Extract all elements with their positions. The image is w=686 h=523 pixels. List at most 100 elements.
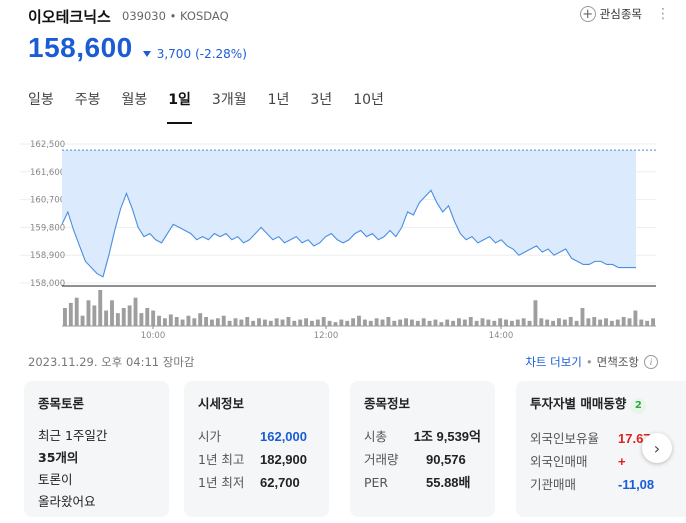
more-vertical-icon[interactable]: ⋮ — [656, 6, 670, 22]
investor-badge: 2 — [630, 398, 647, 414]
volume-bar — [268, 320, 273, 326]
stock-info-title: 종목정보 — [364, 396, 411, 411]
volume-bar — [368, 320, 373, 326]
volume-bar — [115, 313, 120, 326]
volume-bar — [421, 318, 426, 326]
discussion-count: 35개의 — [38, 450, 79, 465]
volume-bar — [310, 320, 314, 326]
tab-3year[interactable]: 3년 — [310, 92, 333, 108]
y-tick-label: 158,000 — [30, 279, 65, 289]
stock-header: 이오테크닉스 039030 • KOSDAQ + 관심종목 ⋮ — [28, 6, 670, 28]
volume-bar — [457, 318, 461, 326]
volume-bar — [104, 310, 109, 326]
volume-bar — [462, 319, 467, 326]
tab-10year[interactable]: 10년 — [353, 92, 384, 108]
volume-bar — [609, 320, 614, 326]
volume-bar — [515, 319, 520, 326]
tab-daily[interactable]: 일봉 — [28, 92, 54, 108]
volume-bar — [86, 300, 91, 326]
volume-bar — [327, 320, 332, 326]
stock-info-card[interactable]: 종목정보 시총 1조 9,539억 거래량 90,576 PER 55.88배 — [350, 381, 495, 517]
volume-bar — [639, 319, 644, 326]
add-watchlist-button[interactable]: + 관심종목 — [579, 6, 642, 22]
tab-monthly[interactable]: 월봉 — [121, 92, 148, 108]
volume-bar — [68, 302, 73, 326]
y-tick-label: 160,700 — [30, 196, 65, 206]
volume-bar — [604, 318, 608, 326]
volume-bar — [151, 310, 156, 326]
volume-bar — [262, 319, 267, 326]
price-change: 3,700 (-2.28%) — [142, 47, 247, 61]
volume-bar — [498, 318, 503, 326]
volume-bar — [63, 308, 67, 326]
tab-1day[interactable]: 1일 — [167, 86, 192, 124]
quote-value: 162,000 — [260, 429, 307, 444]
market-name: KOSDAQ — [180, 9, 229, 23]
volume-bar — [474, 320, 479, 326]
volume-bar — [627, 318, 632, 326]
volume-bar — [451, 320, 456, 326]
volume-bar — [304, 318, 309, 326]
y-tick-label: 162,500 — [30, 140, 65, 150]
volume-bar — [404, 318, 408, 326]
watchlist-label: 관심종목 — [599, 7, 642, 21]
tab-weekly[interactable]: 주봉 — [74, 92, 101, 108]
volume-bar — [245, 317, 250, 326]
volume-bar — [445, 319, 450, 326]
y-tick-label: 161,600 — [30, 168, 65, 178]
tab-1year[interactable]: 1년 — [267, 92, 290, 108]
chart-svg: 162,500 161,600 160,700 159,800 158,900 158,0… — [20, 140, 656, 341]
plus-icon: + — [579, 6, 596, 22]
volume-bar — [374, 318, 379, 326]
volume-bar — [545, 319, 550, 326]
quote-key: 1년 최저 — [198, 475, 245, 490]
volume-bar — [251, 320, 256, 326]
investor-key: 외국인매매 — [530, 454, 588, 469]
discussion-card[interactable]: 종목토론 최근 1주일간 35개의 토론이 올라왔어요 — [24, 381, 169, 517]
intraday-chart[interactable]: 162,500 161,600 160,700 159,800 158,900 158,0… — [20, 132, 666, 342]
tab-3month[interactable]: 3개월 — [211, 92, 247, 108]
volume-bar — [227, 320, 232, 326]
x-tick-label: 12:00 — [314, 331, 339, 341]
next-card-button[interactable]: › — [642, 433, 672, 463]
volume-bar — [509, 320, 514, 326]
discussion-line: 최근 1주일간 — [38, 428, 108, 443]
volume-bar — [586, 318, 591, 326]
info-icon[interactable]: i — [644, 355, 658, 369]
discussion-line: 올라왔어요 — [38, 494, 96, 509]
info-cards: 종목토론 최근 1주일간 35개의 토론이 올라왔어요 시세정보 시가 162,… — [24, 381, 686, 523]
volume-bar — [427, 320, 432, 326]
info-key: PER — [364, 475, 389, 490]
discussion-title: 종목토론 — [38, 396, 85, 411]
volume-bar — [139, 313, 144, 326]
x-tick-label: 10:00 — [141, 331, 166, 341]
period-tabs: 일봉 주봉 월봉 1일 3개월 1년 3년 10년 — [28, 86, 405, 124]
quote-card[interactable]: 시세정보 시가 162,000 1년 최고 182,900 1년 최저 62,7… — [184, 381, 329, 517]
meta-separator: • — [169, 9, 177, 23]
y-tick-label: 158,900 — [30, 251, 65, 261]
volume-bar — [274, 318, 279, 326]
info-value: 90,576 — [426, 452, 466, 467]
volume-bar — [598, 319, 603, 326]
quote-row-high: 1년 최고 182,900 — [198, 448, 315, 471]
info-value: 55.88배 — [426, 475, 471, 490]
price-row: 158,600 3,700 (-2.28%) — [28, 32, 247, 68]
price-line — [61, 189, 636, 278]
info-row-marketcap: 시총 1조 9,539억 — [364, 425, 481, 448]
y-tick-label: 159,800 — [30, 223, 65, 233]
disclaimer-link[interactable]: 면책조항 — [596, 355, 639, 369]
quote-value: 182,900 — [260, 452, 307, 467]
volume-bar — [615, 319, 620, 326]
volume-bar — [280, 319, 285, 326]
chart-more-link[interactable]: 차트 더보기 — [525, 355, 582, 369]
quote-row-low: 1년 최저 62,700 — [198, 471, 315, 494]
volume-bar — [168, 314, 173, 326]
volume-bar — [239, 319, 244, 326]
volume-bar — [333, 322, 338, 326]
volume-bar — [145, 308, 150, 326]
link-separator: • — [585, 355, 593, 369]
discussion-line: 토론이 — [38, 472, 73, 487]
volume-bar — [633, 310, 638, 326]
stock-code: 039030 — [122, 9, 166, 23]
investor-row-institution: 기관매매 -11,08 — [530, 473, 682, 496]
